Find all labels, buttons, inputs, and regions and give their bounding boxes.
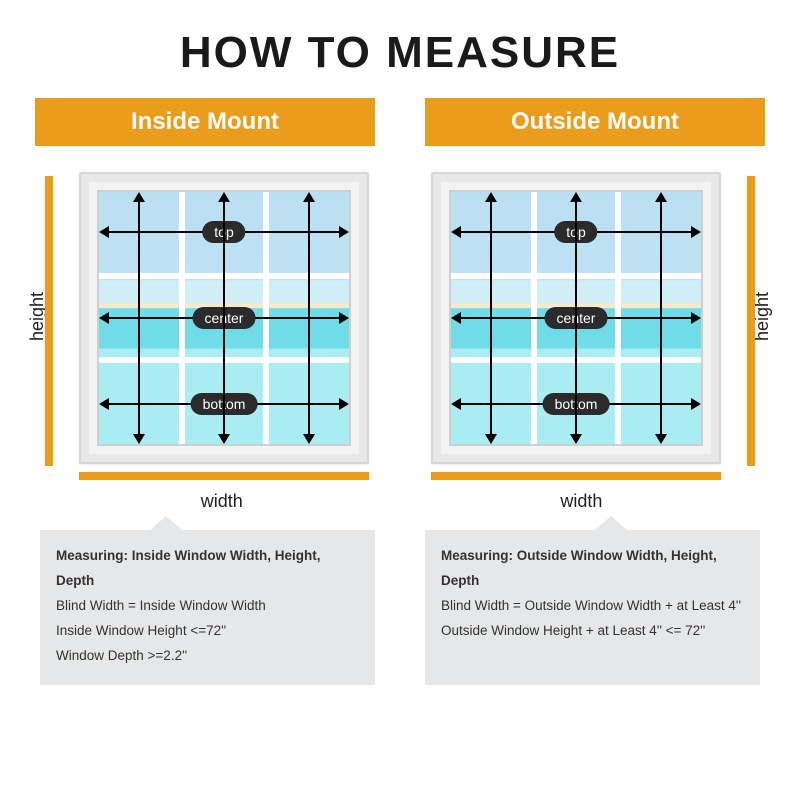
arrow-up-icon — [133, 192, 145, 202]
arrow-left-icon — [99, 312, 109, 324]
width-label: width — [560, 491, 602, 512]
panels-row: Inside Mount height width topcenterbotto… — [0, 98, 800, 486]
arrow-up-icon — [218, 192, 230, 202]
arrow-up-icon — [303, 192, 315, 202]
page-title: HOW TO MEASURE — [0, 0, 800, 98]
arrow-down-icon — [218, 434, 230, 444]
dimension-line-vertical — [660, 196, 662, 440]
arrow-up-icon — [655, 192, 667, 202]
arrow-right-icon — [691, 312, 701, 324]
info-line: Outside Window Height + at Least 4'' <= … — [441, 619, 744, 644]
panel-header-outside: Outside Mount — [425, 98, 765, 146]
width-bar — [431, 472, 721, 480]
arrow-up-icon — [485, 192, 497, 202]
panel-inside-mount: Inside Mount height width topcenterbotto… — [35, 98, 375, 486]
panel-header-inside: Inside Mount — [35, 98, 375, 146]
info-line: Window Depth >=2.2'' — [56, 644, 359, 669]
arrow-left-icon — [451, 312, 461, 324]
window-frame: topcenterbottom — [79, 172, 369, 464]
arrow-down-icon — [655, 434, 667, 444]
arrow-right-icon — [691, 226, 701, 238]
arrow-left-icon — [99, 398, 109, 410]
info-line: Blind Width = Inside Window Width — [56, 594, 359, 619]
dimension-line-vertical — [490, 196, 492, 440]
arrow-left-icon — [451, 226, 461, 238]
height-bar — [45, 176, 53, 466]
window-glass: topcenterbottom — [97, 190, 351, 446]
arrow-down-icon — [570, 434, 582, 444]
arrow-down-icon — [485, 434, 497, 444]
callout-pointer-icon — [150, 516, 182, 530]
height-bar — [747, 176, 755, 466]
width-label: width — [201, 491, 243, 512]
callout-pointer-icon — [595, 516, 627, 530]
arrow-left-icon — [451, 398, 461, 410]
panel-outside-mount: Outside Mount height width topcenterbott… — [425, 98, 765, 486]
arrow-right-icon — [339, 398, 349, 410]
dimension-line-vertical — [308, 196, 310, 440]
arrow-down-icon — [303, 434, 315, 444]
window-glass: topcenterbottom — [449, 190, 703, 446]
diagram-outside: height width topcenterbottom — [425, 146, 765, 486]
arrow-down-icon — [133, 434, 145, 444]
width-bar — [79, 472, 369, 480]
arrow-right-icon — [339, 312, 349, 324]
info-heading: Measuring: Inside Window Width, Height, … — [56, 544, 359, 594]
info-box-inside: Measuring: Inside Window Width, Height, … — [40, 530, 375, 685]
window-frame: topcenterbottom — [431, 172, 721, 464]
info-row: Measuring: Inside Window Width, Height, … — [0, 486, 800, 685]
arrow-right-icon — [339, 226, 349, 238]
info-box-outside: Measuring: Outside Window Width, Height,… — [425, 530, 760, 685]
info-line: Inside Window Height <=72'' — [56, 619, 359, 644]
arrow-right-icon — [691, 398, 701, 410]
height-label: height — [752, 292, 773, 341]
arrow-left-icon — [99, 226, 109, 238]
arrow-up-icon — [570, 192, 582, 202]
dimension-line-vertical — [575, 196, 577, 440]
diagram-inside: height width topcenterbottom — [35, 146, 375, 486]
dimension-line-vertical — [138, 196, 140, 440]
dimension-line-vertical — [223, 196, 225, 440]
info-line: Blind Width = Outside Window Width + at … — [441, 594, 744, 619]
info-heading: Measuring: Outside Window Width, Height,… — [441, 544, 744, 594]
